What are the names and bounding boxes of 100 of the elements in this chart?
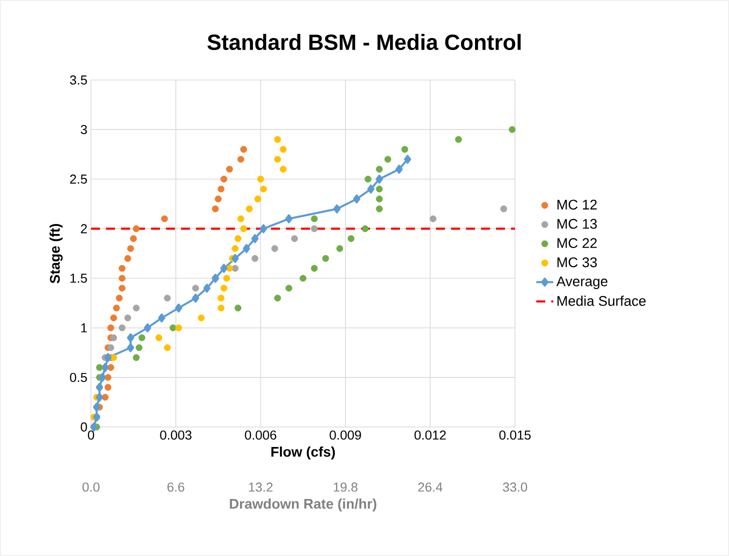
point — [285, 214, 292, 224]
point — [401, 146, 408, 153]
point — [240, 225, 248, 232]
x-tick-label: 0.012 — [414, 430, 446, 440]
y-tick-label: 0 — [80, 422, 87, 432]
point — [367, 184, 374, 194]
point — [226, 166, 233, 173]
point — [102, 394, 109, 401]
point — [118, 284, 126, 292]
point — [362, 225, 369, 232]
point — [252, 255, 258, 262]
point — [130, 235, 137, 242]
point — [322, 255, 330, 262]
point — [310, 264, 318, 272]
point — [127, 245, 134, 252]
y-tick-label: 0.5 — [70, 372, 87, 382]
point — [376, 166, 383, 173]
point — [175, 304, 182, 313]
x-axis-title: Flow (cfs) — [271, 446, 335, 460]
point — [118, 274, 126, 282]
point — [104, 384, 112, 391]
point — [223, 274, 230, 282]
point — [144, 323, 152, 332]
point — [364, 176, 372, 183]
point — [271, 245, 278, 252]
point — [124, 255, 132, 262]
point — [214, 196, 222, 202]
point — [104, 374, 112, 381]
point — [198, 314, 205, 322]
point — [237, 215, 244, 222]
point — [110, 314, 118, 322]
point — [158, 313, 166, 322]
point — [110, 354, 118, 361]
point — [260, 186, 267, 192]
point — [240, 146, 248, 153]
point — [218, 304, 224, 312]
point — [285, 284, 292, 292]
y-tick-label: 1 — [81, 323, 87, 332]
point — [348, 235, 354, 242]
x-tick-label: 0.003 — [160, 430, 192, 440]
point — [254, 196, 262, 202]
point — [220, 264, 228, 273]
point — [508, 126, 516, 133]
point — [376, 186, 383, 192]
point — [395, 164, 403, 174]
point — [274, 136, 281, 143]
point — [218, 294, 224, 302]
point — [353, 194, 360, 204]
point — [113, 304, 120, 312]
point — [170, 324, 176, 332]
x2-axis-title: Drawdown Rate (in/hr) — [230, 498, 376, 512]
point — [234, 235, 242, 242]
legend-label: Media Surface — [557, 296, 646, 306]
point — [132, 304, 140, 312]
point — [104, 353, 112, 362]
point — [246, 205, 253, 212]
legend-label: MC 22 — [557, 238, 597, 248]
point — [124, 314, 132, 322]
y-tick-label: 1.5 — [70, 274, 87, 283]
x2-tick-label: 33.0 — [502, 482, 528, 492]
point — [218, 186, 224, 192]
legend-label: Average — [556, 276, 608, 290]
point — [220, 284, 228, 292]
y-tick-label: 2 — [80, 224, 87, 234]
x2-tick-label: 0.0 — [82, 482, 100, 492]
point — [126, 333, 134, 342]
y-tick-label: 3.5 — [70, 75, 87, 85]
point — [118, 324, 126, 332]
chart-title: Standard BSM - Media Control — [207, 34, 521, 50]
x-tick-label: 0 — [88, 430, 94, 440]
point — [376, 205, 383, 212]
point — [138, 334, 146, 342]
point — [237, 156, 244, 163]
legend-label: MC 33 — [557, 257, 597, 268]
point — [212, 205, 219, 212]
point — [155, 334, 162, 342]
legend-label: MC 13 — [557, 218, 597, 229]
point — [310, 225, 318, 232]
point — [232, 264, 239, 272]
legend-label: MC 12 — [557, 200, 597, 210]
x2-tick-label: 13.2 — [248, 482, 273, 492]
point — [333, 204, 341, 214]
point — [232, 245, 239, 252]
point — [500, 205, 508, 212]
x-tick-label: 0.006 — [244, 430, 276, 440]
point — [220, 176, 228, 183]
point — [310, 215, 318, 222]
y-tick-label: 3 — [80, 124, 87, 134]
point — [175, 324, 182, 332]
point — [280, 146, 287, 153]
point — [118, 264, 126, 272]
point — [96, 364, 103, 371]
point — [192, 284, 199, 292]
point — [404, 154, 412, 164]
point — [126, 343, 134, 352]
point — [384, 156, 392, 163]
point — [234, 304, 242, 312]
x2-tick-label: 26.4 — [418, 482, 442, 492]
point — [107, 364, 114, 371]
point — [96, 392, 104, 402]
